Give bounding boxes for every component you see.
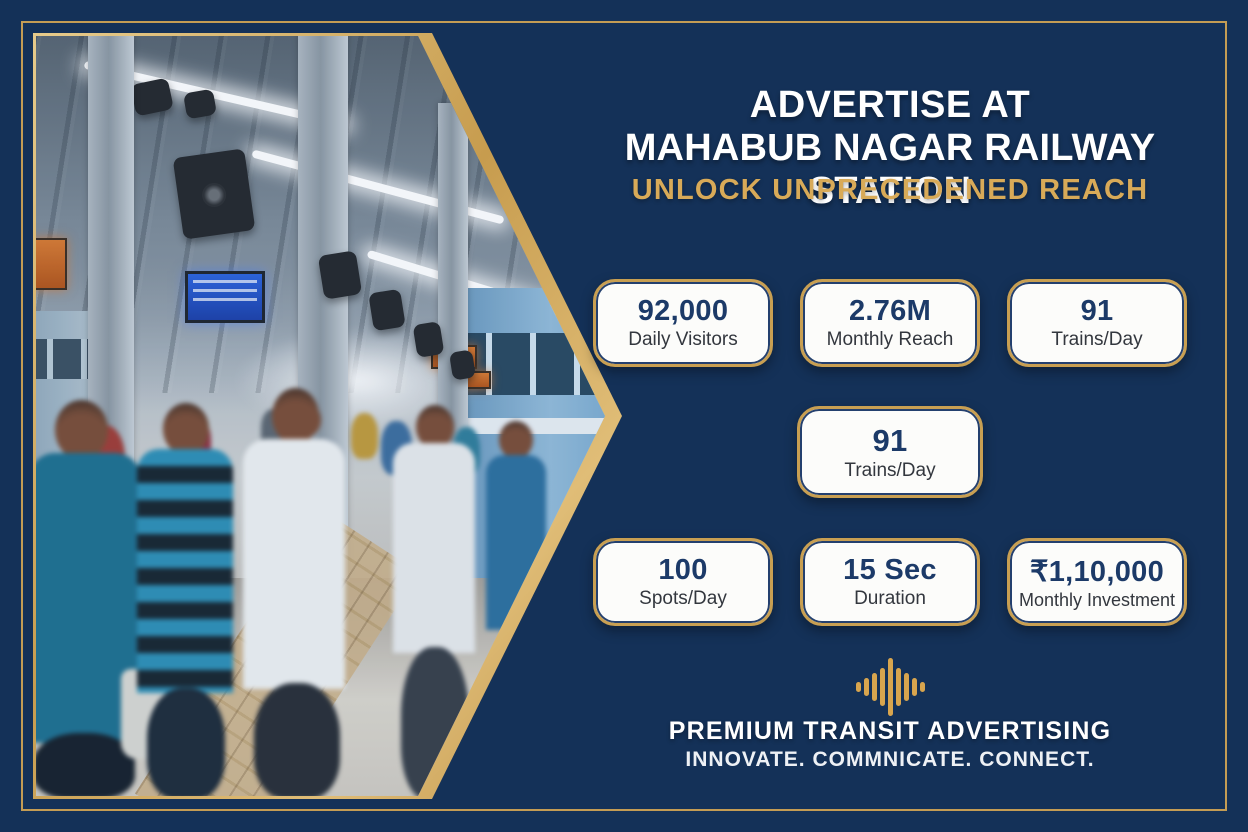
stats-row-2: 91 Trains/Day: [540, 406, 1240, 498]
stat-card-trains-per-day: 91 Trains/Day: [797, 406, 983, 498]
person: [351, 413, 378, 459]
poster-subtitle: UNLOCK UNPRECEDENED REACH: [631, 174, 1149, 206]
stat-label: Monthly Reach: [826, 329, 954, 350]
stat-value: 15 Sec: [843, 554, 937, 586]
stat-value: 91: [872, 422, 908, 458]
stat-value: 100: [658, 554, 708, 586]
stat-value: 91: [1080, 295, 1114, 327]
brand-tagline: INNOVATE. COMMNICATE. CONNECT.: [685, 748, 1095, 771]
photo-block: [33, 33, 623, 799]
stat-card-trains-per-day: 91 Trains/Day: [1007, 279, 1187, 367]
orange-led-sign: [36, 238, 67, 290]
stats-row-3: 100 Spots/Day 15 Sec Duration ₹1,10,000 …: [540, 538, 1240, 626]
sound-wave-icon: [540, 655, 1240, 719]
brand-name: PREMIUM TRANSIT ADVERTISING: [668, 717, 1112, 745]
person-striped-shirt: [137, 449, 233, 693]
stat-card-duration: 15 Sec Duration: [800, 538, 980, 626]
stat-card-daily-visitors: 92,000 Daily Visitors: [593, 279, 773, 367]
station-photo: [36, 36, 605, 796]
stat-label: Monthly Investment: [1018, 589, 1176, 610]
person-white-shirt: [393, 443, 475, 653]
stat-card-monthly-investment: ₹1,10,000 Monthly Investment: [1007, 538, 1187, 626]
poster-title-line2: MAHABUB NAGAR RAILWAY STATION: [624, 127, 1156, 212]
person-white-shirt: [243, 439, 345, 689]
stat-label: Spots/Day: [639, 588, 727, 609]
stat-value: 92,000: [637, 295, 729, 327]
poster-title-line1: ADVERTISE AT: [749, 84, 1031, 126]
stat-card-monthly-reach: 2.76M Monthly Reach: [800, 279, 980, 367]
stat-card-spots-per-day: 100 Spots/Day: [593, 538, 773, 626]
stat-label: Trains/Day: [844, 459, 936, 481]
led-display-board: [185, 271, 265, 323]
stat-value: 2.76M: [848, 295, 932, 327]
stat-label: Trains/Day: [1051, 329, 1143, 350]
stats-row-1: 92,000 Daily Visitors 2.76M Monthly Reac…: [540, 279, 1240, 367]
stat-value: ₹1,10,000: [1029, 555, 1165, 588]
stat-label: Daily Visitors: [628, 329, 738, 350]
stat-label: Duration: [854, 588, 926, 609]
photo-color-tint: [36, 36, 605, 796]
